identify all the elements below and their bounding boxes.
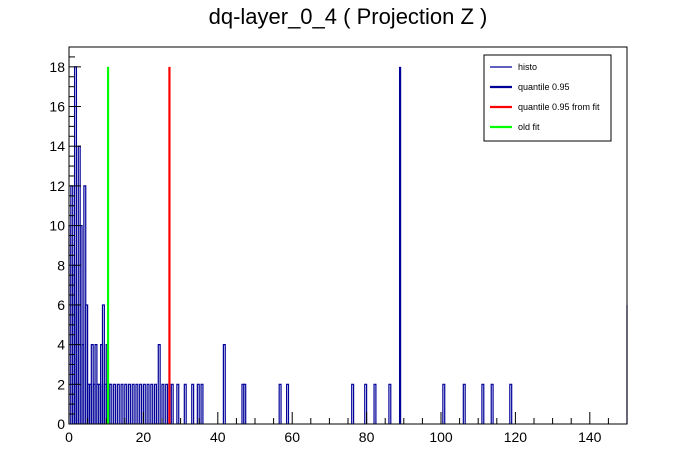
histogram-bin bbox=[481, 383, 485, 424]
histogram-bin bbox=[116, 383, 120, 424]
histogram-bin bbox=[135, 383, 139, 424]
histogram-bin bbox=[442, 383, 446, 424]
x-tick-label: 20 bbox=[136, 429, 152, 445]
histogram-bin bbox=[131, 383, 135, 424]
y-tick-label: 8 bbox=[57, 257, 65, 273]
legend-entry-label: quantile 0.95 from fit bbox=[518, 102, 600, 112]
histogram-bin bbox=[183, 383, 187, 424]
histogram-bin bbox=[124, 383, 128, 424]
histogram-bin bbox=[351, 383, 355, 424]
axes: 0 20 40 60 80 100 120 140 0 2 4 6 8 10 12 14 16 18 bbox=[49, 46, 628, 445]
histogram-bin bbox=[490, 383, 494, 424]
histogram-bin bbox=[142, 383, 146, 424]
histogram-bin bbox=[243, 383, 247, 424]
x-tick-label: 60 bbox=[284, 429, 300, 445]
x-tick-label: 80 bbox=[359, 429, 375, 445]
histogram-bin bbox=[146, 383, 150, 424]
histogram-bin bbox=[462, 383, 466, 424]
histogram-bin bbox=[286, 383, 290, 424]
legend-entry-label: quantile 0.95 bbox=[518, 82, 570, 92]
y-tick-label: 16 bbox=[49, 99, 65, 115]
y-tick-label: 18 bbox=[49, 59, 65, 75]
legend-entry-label: histo bbox=[518, 62, 537, 72]
histogram-bin bbox=[170, 383, 174, 424]
x-tick-label: 40 bbox=[210, 429, 226, 445]
histogram-bin bbox=[364, 383, 368, 424]
histogram-bin bbox=[120, 383, 124, 424]
histogram-bin bbox=[373, 383, 377, 424]
histogram-bin bbox=[153, 383, 158, 424]
histogram-bin bbox=[150, 383, 154, 424]
x-tick-label: 140 bbox=[578, 429, 602, 445]
histogram-bin bbox=[127, 383, 131, 424]
y-tick-label: 2 bbox=[57, 376, 65, 392]
histogram-bin bbox=[222, 344, 226, 424]
histogram-bin bbox=[113, 383, 117, 424]
histogram-bin bbox=[139, 383, 143, 424]
chart-title: dq-layer_0_4 ( Projection Z ) bbox=[209, 4, 488, 29]
histogram-bin bbox=[176, 383, 180, 424]
y-tick-label: 12 bbox=[49, 178, 65, 194]
y-tick-label: 4 bbox=[57, 337, 65, 353]
x-tick-label: 0 bbox=[65, 429, 73, 445]
legend: histo quantile 0.95 quantile 0.95 from fit… bbox=[483, 54, 612, 142]
y-tick-label: 0 bbox=[57, 416, 65, 432]
histogram-bin bbox=[101, 304, 105, 424]
histogram-bin bbox=[200, 383, 204, 424]
histogram-bin bbox=[165, 383, 169, 424]
histogram-bin bbox=[196, 383, 200, 424]
x-tick-label: 120 bbox=[504, 429, 528, 445]
histogram-bin bbox=[79, 224, 83, 424]
histogram-bin bbox=[191, 383, 195, 424]
plot-area bbox=[68, 66, 628, 424]
histogram-bin bbox=[157, 344, 161, 424]
histogram-bin bbox=[109, 383, 113, 424]
histogram-bin bbox=[278, 383, 282, 424]
histogram-bin bbox=[161, 383, 165, 424]
y-tick-label: 14 bbox=[49, 138, 65, 154]
histogram-bin bbox=[85, 304, 89, 424]
legend-entry-label: old fit bbox=[518, 122, 540, 132]
y-tick-label: 10 bbox=[49, 218, 65, 234]
x-tick-label: 100 bbox=[429, 429, 453, 445]
histogram-bin bbox=[388, 383, 392, 424]
y-tick-label: 6 bbox=[57, 297, 65, 313]
histogram-bin bbox=[509, 383, 513, 424]
